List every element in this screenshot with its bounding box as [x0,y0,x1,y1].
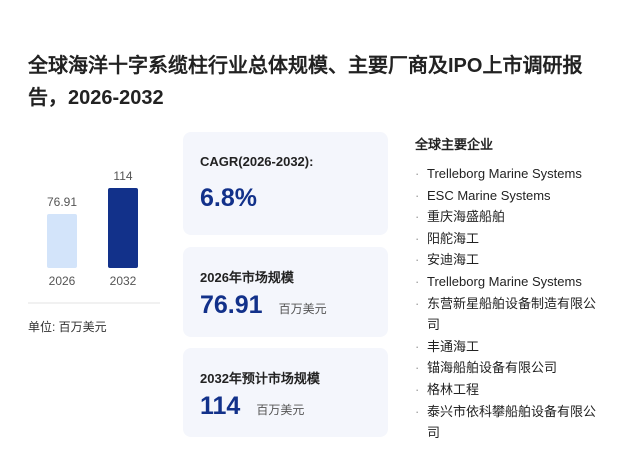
company: 丰通海工 [415,336,607,358]
company-list: Trelleborg Marine SystemsESC Marine Syst… [415,163,615,444]
companies: 全球主要企业 Trelleborg Marine SystemsESC Mari… [415,134,615,444]
page-title: 全球海洋十字系缆柱行业总体规模、主要厂商及IPO上市调研报告，2026-2032 [28,55,583,109]
card: 2032年预计市场规模 114 百万美元 [183,348,388,437]
company: 重庆海盛船舶 [415,206,607,228]
value-label: 114 [113,169,132,183]
card-label: 2026年市场规模 [200,270,294,285]
bar [47,214,77,268]
company: Trelleborg Marine Systems [415,271,607,293]
x-tick-label: 2026 [49,274,76,288]
company: 格林工程 [415,379,607,401]
chart: 76.91 2026 114 2032 [28,169,160,304]
card-value: 76.91 [200,291,263,319]
card-unit: 百万美元 [278,302,327,316]
card-unit: 百万美元 [256,403,305,417]
company: 阳舵海工 [415,228,607,250]
card-label: 2032年预计市场规模 [200,371,320,386]
company: 泰兴市依科攀船舶设备有限公司 [415,401,607,444]
bar [108,188,138,268]
company: 锚海船舶设备有限公司 [415,357,607,379]
unit-note: 单位: 百万美元 [28,320,107,334]
card-value: 114 [200,392,241,420]
card-label: CAGR(2026-2032): [200,154,314,169]
card: 2026年市场规模 76.91 百万美元 [183,247,388,337]
companies-title: 全球主要企业 [415,137,494,152]
company: ESC Marine Systems [415,185,607,207]
x-tick-label: 2032 [110,274,137,288]
company: 安迪海工 [415,249,607,271]
card-value: 6.8% [200,184,257,212]
value-label: 76.91 [47,195,77,209]
company: Trelleborg Marine Systems [415,163,607,185]
card: CAGR(2026-2032): 6.8% [183,132,388,235]
company: 东营新星船舶设备制造有限公司 [415,293,607,336]
